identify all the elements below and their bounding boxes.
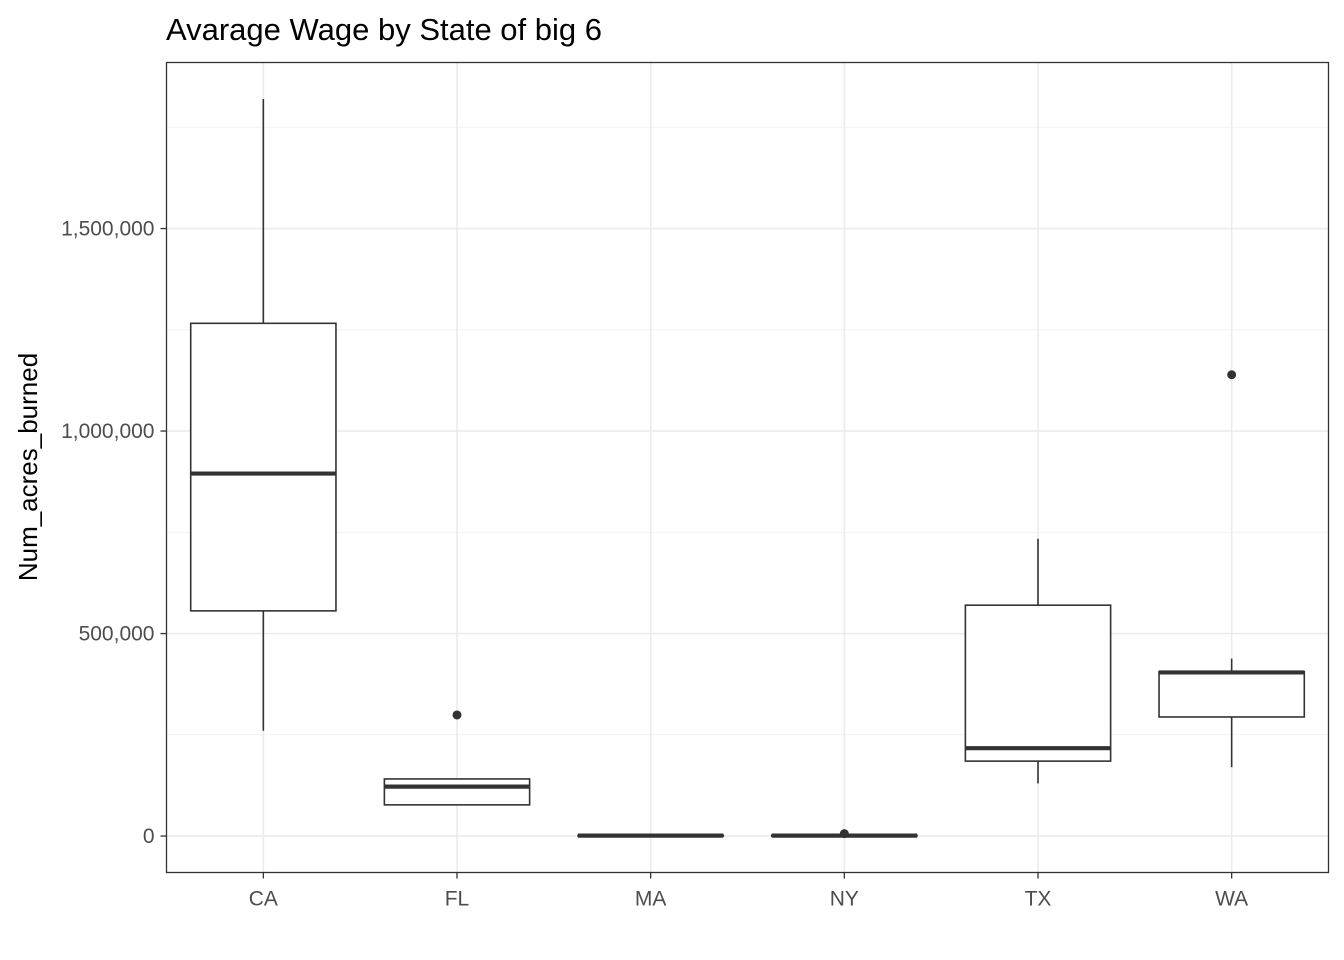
axis-layer: 0 500,000 1,000,000 1,500,000 CA FL MA NY TX WA bbox=[61, 218, 1248, 911]
box-wa bbox=[1158, 370, 1306, 768]
y-tick-label: 500,000 bbox=[79, 623, 155, 646]
x-tick-label: NY bbox=[830, 888, 859, 911]
panel-border bbox=[165, 61, 1330, 874]
x-tick-label: WA bbox=[1215, 888, 1248, 911]
chart-title: Avarage Wage by State of big 6 bbox=[166, 12, 602, 47]
y-tick-label: 0 bbox=[143, 825, 155, 848]
outlier-point bbox=[1227, 370, 1237, 380]
x-tick-label: CA bbox=[249, 888, 278, 911]
iqr-box bbox=[189, 322, 337, 612]
x-tick-label: MA bbox=[635, 888, 667, 911]
grid-layer bbox=[166, 62, 1329, 873]
box-ma bbox=[577, 833, 725, 838]
iqr-box bbox=[1158, 670, 1306, 718]
box-ca bbox=[189, 98, 337, 731]
y-tick-label: 1,000,000 bbox=[61, 420, 154, 443]
x-tick-label: FL bbox=[445, 888, 470, 911]
y-tick-label: 1,500,000 bbox=[61, 218, 154, 241]
box-tx bbox=[964, 538, 1112, 784]
x-tick-label: TX bbox=[1025, 888, 1052, 911]
y-axis-label: Num_acres_burned bbox=[13, 353, 43, 581]
box-ny bbox=[770, 829, 918, 839]
box-layer bbox=[189, 98, 1306, 839]
outlier-point bbox=[452, 710, 462, 720]
iqr-box bbox=[964, 604, 1112, 762]
iqr-box bbox=[383, 778, 531, 806]
outlier-point bbox=[839, 829, 849, 839]
box-fl bbox=[383, 710, 531, 806]
